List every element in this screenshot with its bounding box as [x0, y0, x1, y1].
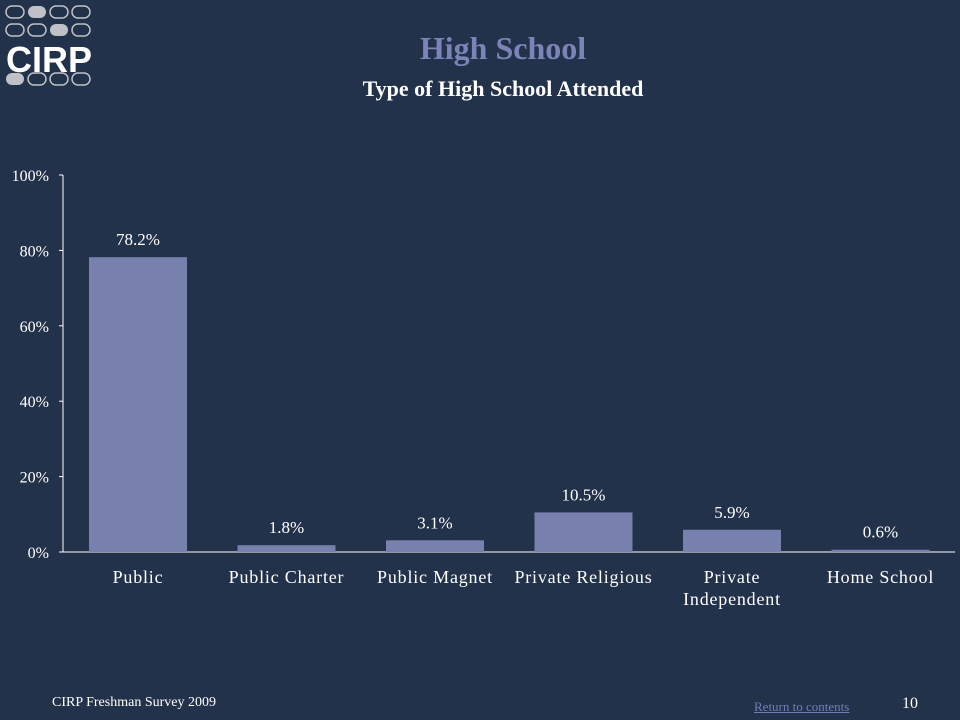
footer-source: CIRP Freshman Survey 2009	[52, 695, 216, 710]
y-tick-label: 60%	[20, 319, 49, 336]
y-tick-label: 40%	[20, 394, 49, 411]
bar	[89, 257, 187, 552]
bar	[831, 549, 930, 552]
y-tick-label: 20%	[20, 470, 49, 487]
logo-text: CIRP	[6, 39, 92, 80]
data-label: 1.8%	[269, 518, 304, 537]
x-tick-label: Private Independent	[683, 567, 781, 609]
x-tick-label: Public	[113, 567, 164, 587]
logo-pill-icon	[5, 23, 25, 37]
bar	[534, 512, 633, 552]
data-label: 0.6%	[863, 523, 898, 542]
x-tick-label: Private Religious	[514, 567, 652, 587]
chart-title: Type of High School Attended	[362, 76, 644, 101]
page-number: 10	[902, 695, 918, 712]
y-tick-label: 0%	[28, 545, 49, 562]
data-label: 3.1%	[417, 513, 452, 532]
data-label: 10.5%	[562, 485, 606, 504]
return-to-contents-link[interactable]: Return to contents	[754, 699, 850, 714]
logo-pill-icon	[5, 5, 25, 19]
y-tick-label: 80%	[20, 243, 49, 260]
data-label: 5.9%	[714, 503, 749, 522]
bar-chart: 0% 20% 40% 60% 80% 100% 78.2% 1.8% 3.1% 10.5% 5.9…	[12, 168, 955, 609]
bars	[89, 257, 930, 552]
logo-pill-icon	[6, 73, 24, 85]
x-tick-label: Public Charter	[229, 567, 345, 587]
logo-pill-icon	[28, 6, 46, 18]
logo-pill-icon	[71, 5, 91, 19]
logo-pill-icon	[27, 23, 47, 37]
category-labels: Public Public Charter Public Magnet Private…	[113, 567, 934, 609]
bar	[683, 529, 781, 552]
bar	[237, 545, 336, 552]
cirp-logo: CIRP	[5, 5, 92, 86]
logo-pill-icon	[27, 72, 47, 86]
y-axis: 0% 20% 40% 60% 80% 100%	[12, 168, 955, 562]
logo-pill-icon	[71, 72, 91, 86]
bar	[386, 540, 484, 552]
logo-pill-icon	[49, 5, 69, 19]
x-tick-label: Home School	[827, 567, 934, 587]
y-tick-label: 100%	[12, 168, 49, 185]
logo-pill-icon	[49, 72, 69, 86]
x-tick-label: Public Magnet	[377, 567, 493, 587]
logo-pill-icon	[71, 23, 91, 37]
data-labels: 78.2% 1.8% 3.1% 10.5% 5.9% 0.6%	[116, 230, 898, 542]
logo-pill-icon	[50, 24, 68, 36]
slide-title: High School	[419, 30, 587, 66]
data-label: 78.2%	[116, 230, 160, 249]
